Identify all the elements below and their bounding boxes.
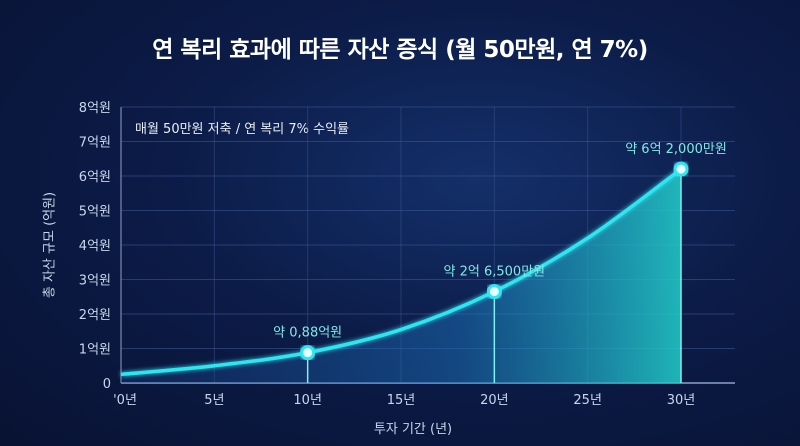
y-tick-label: 5억원 <box>79 205 111 220</box>
y-tick-label: 7억원 <box>79 136 111 151</box>
y-tick-label: 2억원 <box>79 308 111 323</box>
y-tick-label: 4억원 <box>79 239 111 254</box>
area-fill <box>121 169 681 383</box>
x-tick-label: 10년 <box>293 393 322 408</box>
chart-title: 연 복리 효과에 따른 자산 증식 (월 50만원, 연 7%) <box>152 37 648 63</box>
x-tick-label: 5년 <box>204 393 224 408</box>
x-tick-label: 25년 <box>573 393 602 408</box>
y-tick-label: 1억원 <box>79 343 111 358</box>
data-label: 약 2억 6,500만원 <box>444 265 546 280</box>
data-point <box>486 284 502 300</box>
x-axis-title: 투자 기간 (년) <box>373 422 453 437</box>
data-point <box>673 161 689 177</box>
y-tick-label: 0 <box>103 377 111 392</box>
x-tick-label: '0년 <box>113 393 137 408</box>
y-tick-label: 8억원 <box>79 101 111 116</box>
y-tick-label: 3억원 <box>79 274 111 289</box>
x-tick-label: 15년 <box>387 393 416 408</box>
data-label: 약 0,88억원 <box>273 326 342 341</box>
chart-subtitle: 매월 50만원 저축 / 연 복리 7% 수익률 <box>135 122 349 137</box>
y-tick-label: 6억원 <box>79 170 111 185</box>
series-line <box>120 167 683 377</box>
x-tick-label: 20년 <box>480 393 509 408</box>
data-label: 약 6억 2,000만원 <box>625 142 727 157</box>
data-point <box>300 345 316 361</box>
x-tick-label: 30년 <box>667 393 696 408</box>
